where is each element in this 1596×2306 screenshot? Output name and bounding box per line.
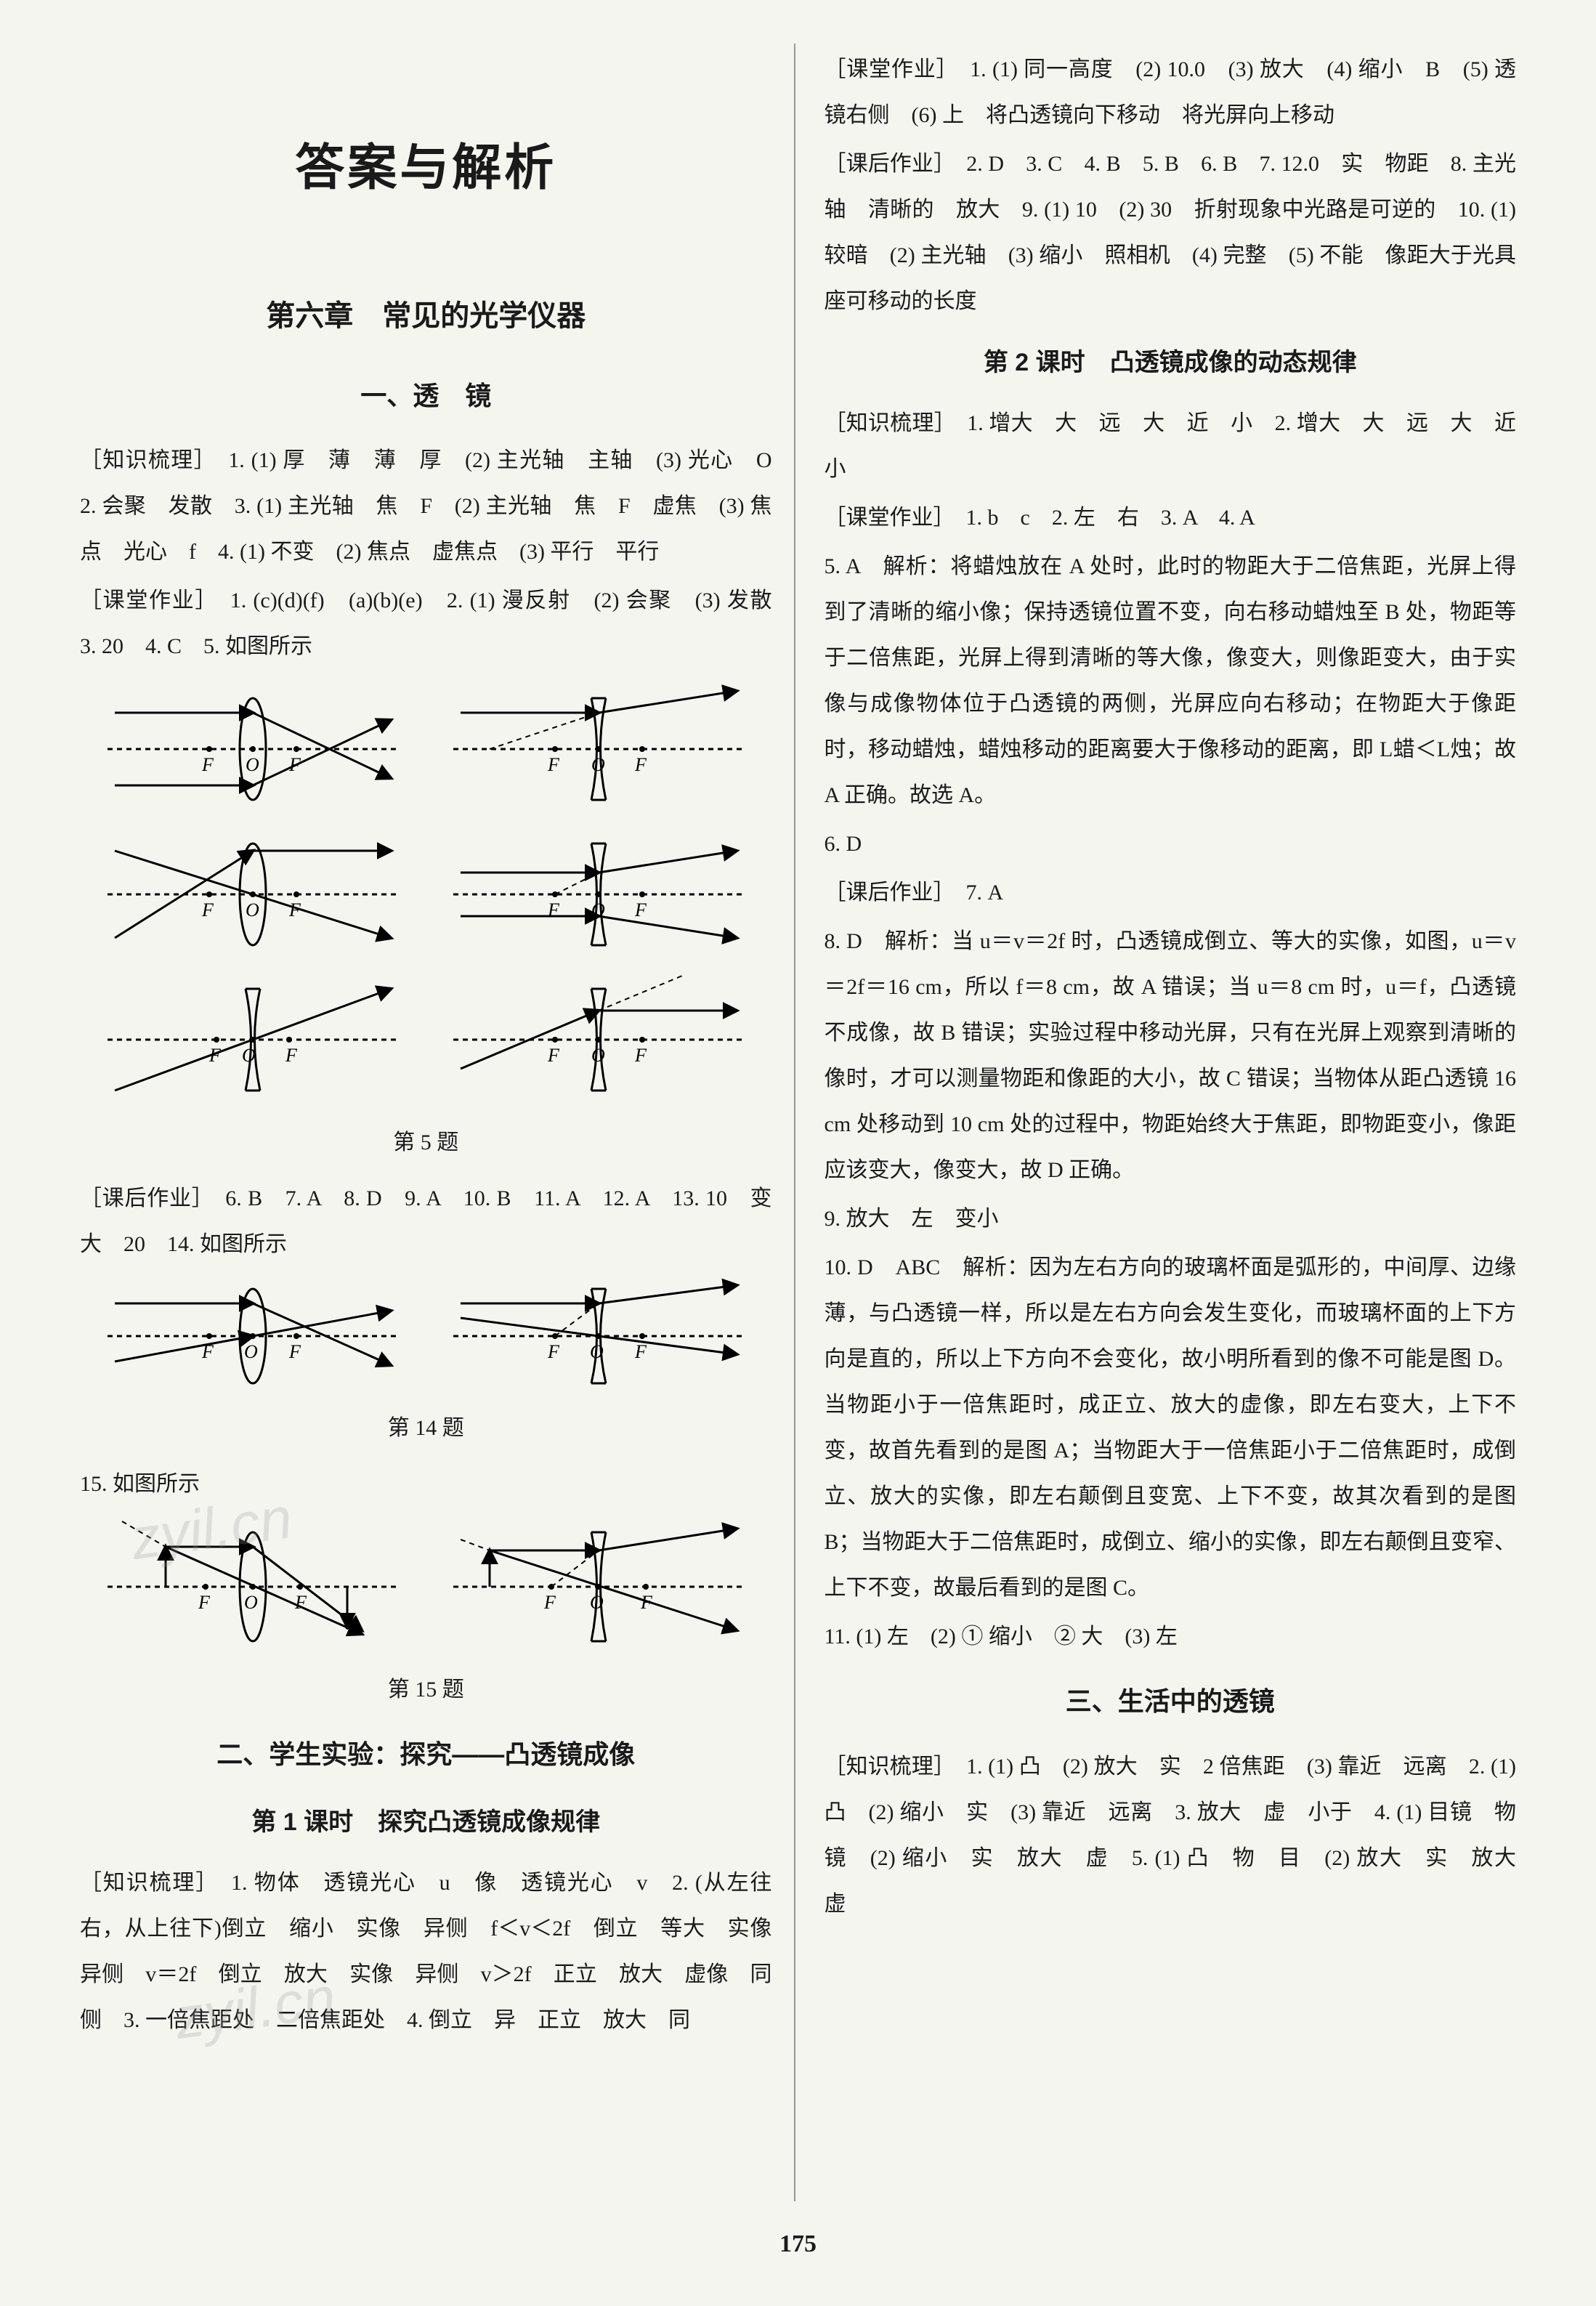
left-p2: ［课堂作业］ 1. (c)(d)(f) (a)(b)(e) 2. (1) 漫反射… — [80, 578, 772, 669]
page-number: 175 — [0, 2218, 1596, 2270]
right-p3: ［知识梳理］ 1. 增大 大 远 大 近 小 2. 增大 大 远 大 近 小 — [825, 400, 1517, 492]
right-p6: 6. D — [825, 821, 1517, 867]
svg-text:O: O — [246, 754, 259, 775]
svg-text:O: O — [244, 1592, 258, 1613]
right-column: ［课堂作业］ 1. (1) 同一高度 (2) 10.0 (3) 放大 (4) 缩… — [803, 44, 1539, 2201]
right-p11: 11. (1) 左 (2) ① 缩小 ② 大 (3) 左 — [825, 1614, 1517, 1659]
right-p10: 10. D ABC 解析：因为左右方向的玻璃杯面是弧形的，中间厚、边缘薄，与凸透… — [825, 1245, 1517, 1611]
fig5-b: F O F — [439, 684, 758, 814]
svg-text:O: O — [246, 899, 259, 921]
right-p5: 5. A 解析：将蜡烛放在 A 处时，此时的物距大于二倍焦距，光屏上得到了清晰的… — [825, 543, 1517, 818]
svg-text:F: F — [634, 754, 647, 775]
svg-text:F: F — [547, 1045, 560, 1066]
fig15-caption: 第 15 题 — [80, 1667, 772, 1712]
svg-text:O: O — [591, 1045, 605, 1066]
fig5-caption: 第 5 题 — [80, 1120, 772, 1165]
right-p12: ［知识梳理］ 1. (1) 凸 (2) 放大 实 2 倍焦距 (3) 靠近 远离… — [825, 1744, 1517, 1927]
right-p1: ［课堂作业］ 1. (1) 同一高度 (2) 10.0 (3) 放大 (4) 缩… — [825, 46, 1517, 138]
fig15-a: F O F — [100, 1514, 405, 1659]
fig5-c: F O F — [94, 829, 412, 960]
left-column: 答案与解析 第六章 常见的光学仪器 一、透 镜 ［知识梳理］ 1. (1) 厚 … — [58, 44, 795, 2201]
svg-text:F: F — [201, 899, 214, 921]
fig5-grid: F O F F O F — [80, 676, 772, 1112]
fig5-d: F O F — [439, 829, 758, 960]
section-2-title: 二、学生实验：探究——凸透镜成像 — [80, 1727, 772, 1782]
left-p5: ［知识梳理］ 1. 物体 透镜光心 u 像 透镜光心 v 2. (从左往右，从上… — [80, 1860, 772, 2043]
right-p8: 8. D 解析：当 u＝v＝2f 时，凸透镜成倒立、等大的实像，如图，u＝v＝2… — [825, 918, 1517, 1193]
svg-text:F: F — [634, 1045, 647, 1066]
svg-text:F: F — [547, 1341, 560, 1362]
fig5-e: F O F — [94, 974, 412, 1105]
svg-text:O: O — [242, 1045, 256, 1066]
svg-text:O: O — [590, 1341, 604, 1362]
svg-text:O: O — [591, 754, 605, 775]
svg-text:O: O — [244, 1341, 258, 1362]
svg-text:O: O — [590, 1592, 604, 1613]
lesson1-title: 第 1 课时 探究凸透镜成像规律 — [80, 1797, 772, 1848]
svg-text:F: F — [634, 1341, 647, 1362]
section-1-title: 一、透 镜 — [80, 368, 772, 424]
section-3-title: 三、生活中的透镜 — [825, 1674, 1517, 1729]
right-p7: ［课后作业］ 7. A — [825, 870, 1517, 915]
fig15-b: F O F — [446, 1514, 751, 1659]
svg-text:F: F — [547, 899, 560, 921]
left-p3: ［课后作业］ 6. B 7. A 8. D 9. A 10. B 11. A 1… — [80, 1176, 772, 1267]
svg-text:F: F — [201, 754, 214, 775]
fig14-row: F O F F O F — [80, 1274, 772, 1398]
fig5-f: F O F — [439, 974, 758, 1105]
lesson2-title: 第 2 课时 凸透镜成像的动态规律 — [825, 337, 1517, 389]
svg-text:F: F — [198, 1592, 211, 1613]
right-p2: ［课后作业］ 2. D 3. C 4. B 5. B 6. B 7. 12.0 … — [825, 141, 1517, 324]
fig14-a: F O F — [100, 1274, 405, 1398]
svg-text:F: F — [634, 899, 647, 921]
fig14-b: F O F — [446, 1274, 751, 1398]
right-p4: ［课堂作业］ 1. b c 2. 左 右 3. A 4. A — [825, 495, 1517, 541]
svg-text:F: F — [285, 1045, 298, 1066]
chapter-title: 第六章 常见的光学仪器 — [80, 286, 772, 347]
right-p9: 9. 放大 左 变小 — [825, 1196, 1517, 1242]
left-p4: 15. 如图所示 — [80, 1461, 772, 1507]
fig5-a: F O F — [94, 684, 412, 814]
main-title: 答案与解析 — [80, 116, 772, 220]
svg-text:F: F — [547, 754, 560, 775]
svg-text:F: F — [543, 1592, 556, 1613]
fig14-caption: 第 14 题 — [80, 1405, 772, 1451]
fig15-row: F O F F O F — [80, 1514, 772, 1659]
svg-text:F: F — [288, 1341, 301, 1362]
left-p1: ［知识梳理］ 1. (1) 厚 薄 薄 厚 (2) 主光轴 主轴 (3) 光心 … — [80, 437, 772, 575]
